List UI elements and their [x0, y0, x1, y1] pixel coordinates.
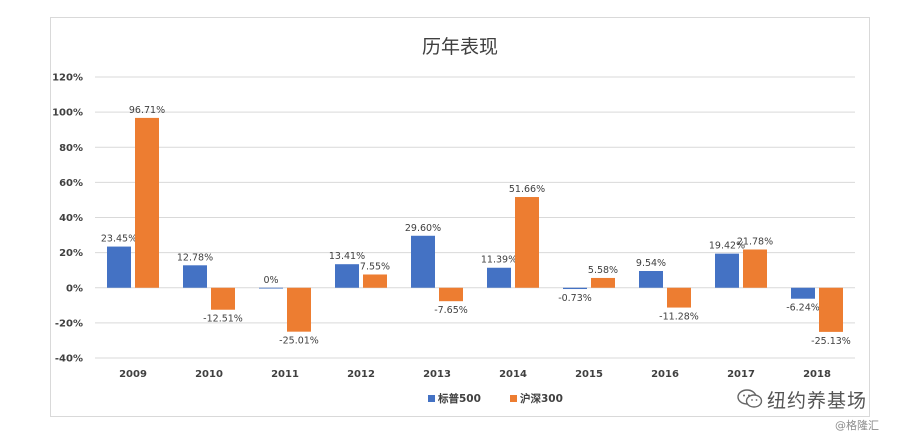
x-tick-label: 2010 [195, 369, 223, 380]
bar [515, 197, 539, 288]
data-label: 23.45% [101, 234, 137, 245]
y-tick-label: 120% [52, 73, 83, 84]
data-label: 19.42% [709, 241, 745, 252]
legend-label: 沪深300 [520, 392, 563, 405]
data-label: 7.55% [360, 261, 390, 272]
data-label: -25.01% [279, 336, 319, 347]
bar [743, 249, 767, 288]
legend-swatch [510, 395, 517, 402]
data-label: 21.78% [737, 236, 773, 247]
x-tick-label: 2018 [803, 369, 831, 380]
chart-title: 历年表现 [422, 36, 498, 58]
data-label: -7.65% [434, 305, 468, 316]
legend: 标普500 沪深300 [428, 392, 563, 405]
bar [211, 287, 235, 310]
legend-swatch [428, 395, 435, 402]
x-tick-label: 2016 [651, 369, 679, 380]
bar [183, 265, 207, 288]
data-label: -12.51% [203, 314, 243, 325]
x-tick-label: 2009 [119, 369, 147, 380]
x-tick-label: 2015 [575, 369, 603, 380]
bar [411, 235, 435, 288]
data-label: -25.13% [811, 336, 851, 347]
bar [287, 287, 311, 332]
data-label: -0.73% [558, 293, 592, 304]
bar [335, 264, 359, 288]
bars: 23.45% 96.71% 12.78% -12.51% 0% -25.01% 13.41%… [101, 105, 851, 347]
bar [819, 287, 843, 332]
x-tick-label: 2014 [499, 369, 527, 380]
x-tick-label: 2013 [423, 369, 451, 380]
data-label: -11.28% [659, 312, 699, 323]
wechat-icon [737, 389, 763, 409]
bar [439, 287, 463, 302]
bar [487, 267, 511, 288]
bar [107, 246, 131, 288]
bar [591, 277, 615, 288]
bar [639, 270, 663, 288]
data-label: 11.39% [481, 255, 517, 266]
y-tick-label: 20% [59, 248, 83, 259]
y-tick-label: 100% [52, 108, 83, 119]
data-label: 0% [263, 275, 278, 286]
data-label: 9.54% [636, 258, 666, 269]
x-tick-label: 2011 [271, 369, 299, 380]
x-tick-label: 2012 [347, 369, 375, 380]
y-tick-label: 80% [59, 143, 83, 154]
bar [563, 287, 587, 290]
bar [715, 253, 739, 288]
x-tick-label: 2017 [727, 369, 755, 380]
bar [363, 274, 387, 288]
data-label: 13.41% [329, 251, 365, 262]
x-axis: 2009 2010 2011 2012 2013 2014 2015 2016 2017 2018 [119, 369, 831, 380]
data-label: 12.78% [177, 252, 213, 263]
data-label: -6.24% [786, 303, 820, 314]
bar [667, 287, 691, 308]
y-axis: 120% 100% 80% 60% 40% 20% 0% -20% -40% [52, 73, 83, 365]
watermark-text: 纽约养基场 [767, 390, 868, 412]
bar [259, 287, 283, 289]
legend-label: 标普500 [437, 392, 481, 405]
bar [135, 117, 159, 288]
y-tick-label: 0% [66, 283, 83, 294]
bar [791, 287, 815, 299]
data-label: 29.60% [405, 223, 441, 234]
credit-text: @格隆汇 [835, 419, 879, 432]
data-label: 5.58% [588, 265, 618, 276]
y-tick-label: -20% [55, 318, 83, 329]
y-tick-label: 60% [59, 178, 83, 189]
y-tick-label: -40% [55, 354, 83, 365]
y-tick-label: 40% [59, 213, 83, 224]
data-label: 51.66% [509, 184, 545, 195]
data-label: 96.71% [129, 105, 165, 116]
